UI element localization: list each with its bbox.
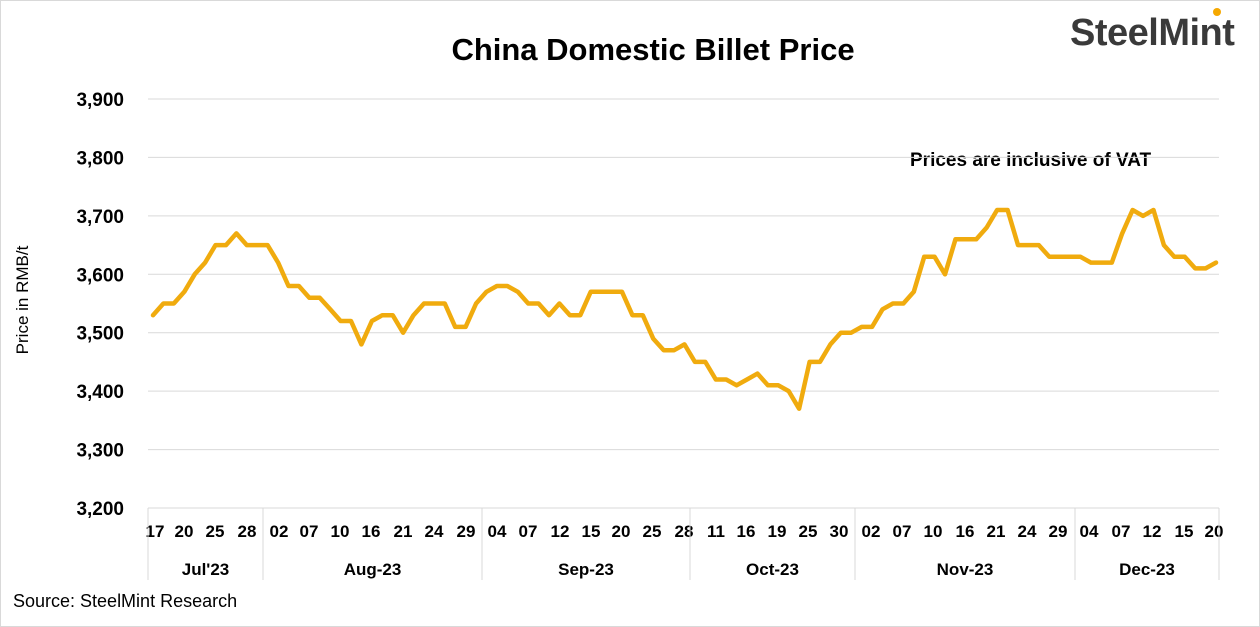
x-tick-label: 29 (457, 522, 476, 541)
x-tick-label: 20 (175, 522, 194, 541)
x-tick-label: 12 (1143, 522, 1162, 541)
x-tick-label: 16 (956, 522, 975, 541)
y-tick-label: 3,600 (76, 265, 124, 286)
x-tick-label: 02 (862, 522, 881, 541)
x-tick-label: 24 (1018, 522, 1037, 541)
x-tick-label: 17 (146, 522, 165, 541)
y-tick-label: 3,700 (76, 207, 124, 228)
x-tick-label: 28 (675, 522, 694, 541)
steelmint-logo: SteelMint (1070, 8, 1235, 55)
x-tick-label: 15 (582, 522, 601, 541)
x-tick-label: 25 (799, 522, 818, 541)
x-tick-label: 28 (238, 522, 257, 541)
x-tick-label: 07 (519, 522, 538, 541)
logo-text: SteelMint (1070, 12, 1235, 54)
x-tick-label: 15 (1175, 522, 1194, 541)
chart-title: China Domestic Billet Price (451, 32, 855, 67)
x-tick-label: 29 (1049, 522, 1068, 541)
x-tick-label: 25 (206, 522, 225, 541)
x-tick-label: 11 (707, 522, 725, 541)
month-label: Jul'23 (182, 560, 230, 579)
price-line (150, 207, 1219, 411)
x-tick-label: 10 (331, 522, 350, 541)
source-note: Source: SteelMint Research (13, 591, 238, 611)
x-tick-label: 04 (1080, 522, 1099, 541)
vat-annotation: Prices are inclusive of VAT (910, 150, 1152, 171)
month-label: Aug-23 (344, 560, 402, 579)
x-tick-label: 07 (893, 522, 912, 541)
y-tick-label: 3,500 (76, 324, 124, 345)
x-tick-label: 02 (270, 522, 289, 541)
x-tick-label: 12 (551, 522, 570, 541)
y-tick-label: 3,800 (76, 148, 124, 169)
month-label: Dec-23 (1119, 560, 1175, 579)
x-tick-label: 21 (394, 522, 413, 541)
month-label: Sep-23 (558, 560, 614, 579)
x-tick-label: 30 (830, 522, 849, 541)
x-tick-label: 10 (924, 522, 943, 541)
month-label: Nov-23 (937, 560, 994, 579)
x-tick-label: 24 (425, 522, 444, 541)
x-tick-label: 07 (300, 522, 319, 541)
x-tick-label: 21 (987, 522, 1006, 541)
y-tick-label: 3,300 (76, 441, 124, 462)
x-tick-label: 20 (612, 522, 631, 541)
y-tick-label: 3,200 (76, 499, 124, 520)
y-tick-label: 3,900 (76, 90, 124, 111)
x-tick-label: 19 (768, 522, 787, 541)
x-tick-label: 16 (737, 522, 756, 541)
x-tick-label: 16 (362, 522, 381, 541)
x-tick-label: 07 (1112, 522, 1131, 541)
logo-dot-icon (1213, 8, 1221, 16)
x-tick-label: 20 (1205, 522, 1224, 541)
month-label: Oct-23 (746, 560, 799, 579)
x-tick-label: 04 (488, 522, 507, 541)
y-tick-label: 3,400 (76, 382, 124, 403)
x-tick-label: 25 (643, 522, 662, 541)
